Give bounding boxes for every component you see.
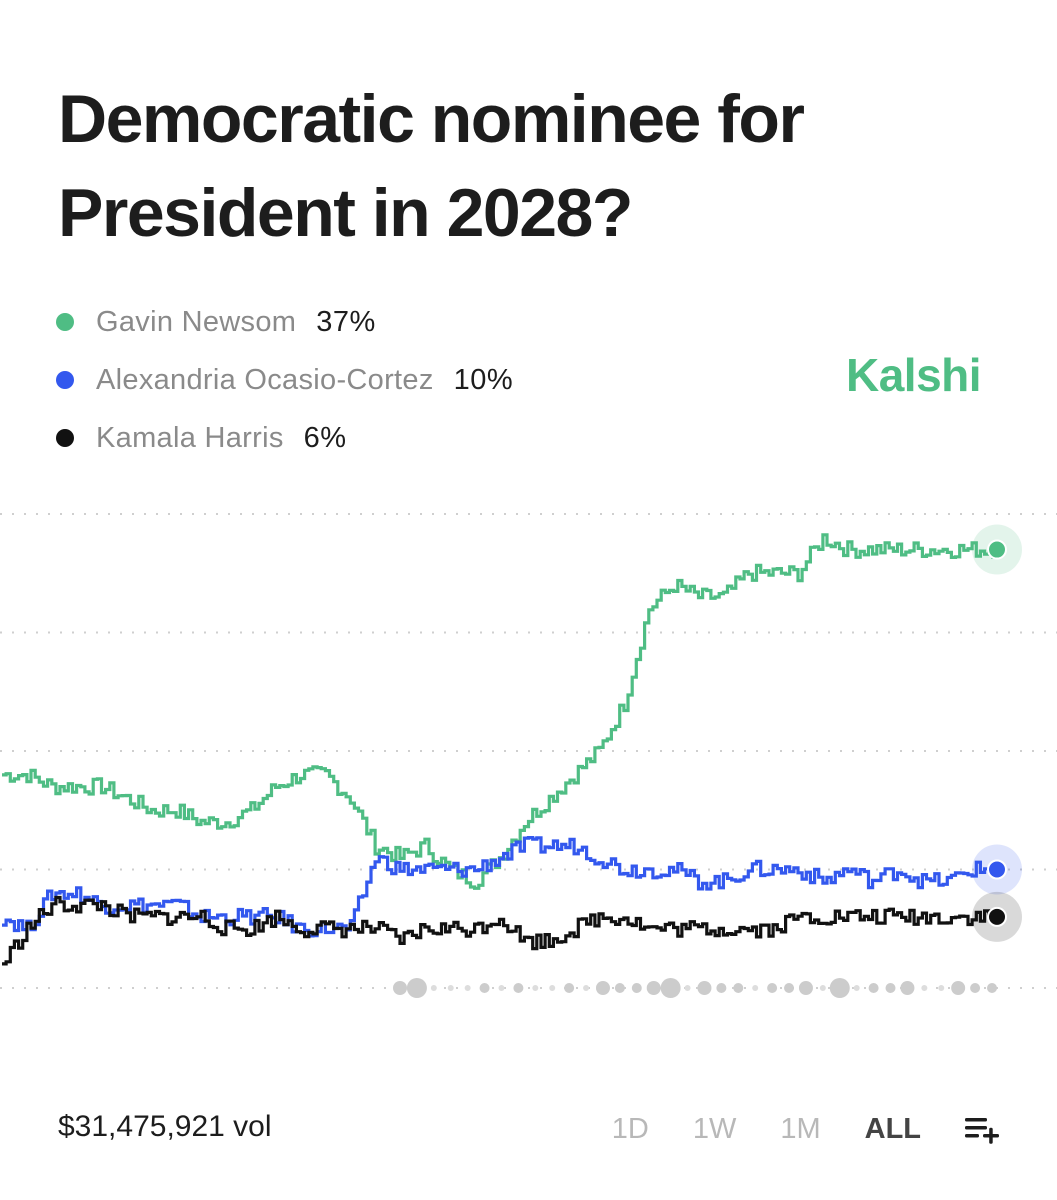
series-lines: [2, 533, 999, 966]
volume-marker: [464, 985, 471, 991]
volume-marker: [733, 983, 744, 993]
volume-marker: [393, 981, 407, 995]
line-chart[interactable]: [0, 500, 1057, 1000]
volume-marker: [829, 978, 850, 998]
volume-marker: [583, 985, 590, 991]
chart-legend: Gavin Newsom 37% Alexandria Ocasio-Corte…: [56, 293, 513, 467]
range-all-button[interactable]: ALL: [864, 1112, 921, 1145]
kalshi-logo: Kalshi: [846, 349, 982, 401]
volume-marker: [549, 985, 556, 991]
volume-marker: [430, 985, 437, 991]
series-line-1: [2, 836, 999, 938]
endpoint-dot[interactable]: [987, 859, 1007, 880]
volume-marker: [938, 985, 945, 991]
volume-marker: [951, 981, 966, 995]
volume-marker: [532, 985, 539, 991]
legend-percent: 10%: [453, 363, 514, 396]
legend-item-ocasio-cortez[interactable]: Alexandria Ocasio-Cortez 10%: [56, 351, 513, 409]
volume-marker: [752, 985, 759, 991]
series-line-0: [2, 533, 999, 890]
volume-markers: [393, 978, 997, 998]
volume-marker: [798, 981, 813, 995]
range-1d-button[interactable]: 1D: [611, 1112, 649, 1145]
volume-marker: [784, 983, 795, 993]
series-endpoints: [972, 524, 1022, 942]
range-1w-button[interactable]: 1W: [692, 1112, 737, 1145]
volume-marker: [900, 981, 915, 995]
volume-marker: [716, 983, 727, 993]
volume-marker: [921, 985, 928, 991]
volume-marker: [447, 985, 454, 991]
list-add-icon[interactable]: [963, 1114, 1003, 1144]
volume-marker: [595, 981, 610, 995]
volume-marker: [646, 981, 661, 995]
volume-marker: [406, 978, 427, 998]
volume-marker: [498, 985, 505, 991]
range-selector: 1D 1W 1M ALL: [568, 1106, 1003, 1152]
volume-marker: [479, 983, 490, 993]
endpoint-dot[interactable]: [987, 906, 1007, 927]
volume-marker: [885, 983, 896, 993]
volume-marker: [819, 985, 826, 991]
volume-marker: [853, 985, 860, 991]
volume-marker: [564, 983, 575, 993]
volume-marker: [767, 983, 778, 993]
volume-marker: [684, 985, 691, 991]
legend-dot-icon: [56, 371, 74, 389]
legend-percent: 6%: [303, 421, 347, 454]
legend-item-newsom[interactable]: Gavin Newsom 37%: [56, 293, 513, 351]
volume-marker: [987, 983, 997, 993]
volume-marker: [970, 983, 981, 993]
volume-text: $31,475,921 vol: [58, 1110, 272, 1143]
volume-marker: [660, 978, 681, 998]
volume-marker: [697, 981, 712, 995]
legend-dot-icon: [56, 313, 74, 331]
legend-name: Alexandria Ocasio-Cortez: [96, 363, 434, 396]
legend-percent: 37%: [316, 305, 376, 338]
legend-name: Kamala Harris: [96, 421, 284, 454]
legend-name: Gavin Newsom: [96, 305, 297, 338]
grid-lines: [0, 513, 1057, 989]
volume-marker: [631, 983, 642, 993]
volume-marker: [513, 983, 524, 993]
volume-marker: [868, 983, 879, 993]
range-1m-button[interactable]: 1M: [780, 1112, 821, 1145]
chart-footer: $31,475,921 vol 1D 1W 1M ALL: [58, 1106, 1003, 1156]
endpoint-dot[interactable]: [987, 539, 1007, 560]
legend-item-harris[interactable]: Kamala Harris 6%: [56, 409, 513, 467]
legend-dot-icon: [56, 429, 74, 447]
page-title: Democratic nominee for President in 2028…: [58, 81, 805, 251]
volume-marker: [614, 983, 625, 993]
series-line-2: [2, 895, 997, 966]
